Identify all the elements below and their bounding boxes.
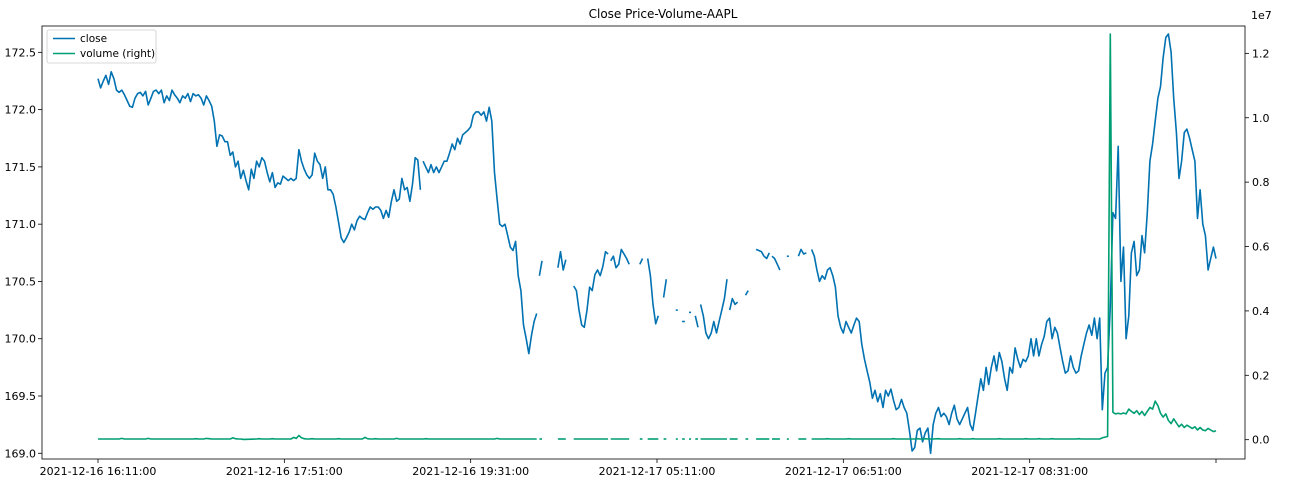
- legend: close volume (right): [46, 29, 157, 64]
- x-tick-label: 2021-12-17 06:51:00: [785, 465, 902, 478]
- series-close-line: [797, 248, 807, 257]
- series-close-line: [646, 258, 660, 325]
- left-y-tick-label: 170.5: [5, 275, 37, 288]
- plot-series: [97, 33, 1217, 455]
- series-close-line: [573, 250, 609, 329]
- left-y-tick-label: 169.0: [5, 447, 37, 460]
- x-tick-label: 2021-12-17 05:11:00: [599, 465, 716, 478]
- x-tick-label: 2021-12-16 16:11:00: [40, 465, 157, 478]
- series-close-line: [694, 315, 699, 328]
- left-y-tick-label: 172.0: [5, 104, 37, 117]
- right-y-tick-label: 0.6: [1252, 241, 1270, 254]
- series-close-line: [744, 290, 749, 296]
- x-tick-label: 2021-12-16 17:51:00: [226, 465, 343, 478]
- right-axis-offset-label: 1e7: [1251, 9, 1272, 22]
- chart-title: Close Price-Volume-AAPL: [589, 7, 738, 21]
- left-y-axis: 169.0 169.5 170.0 170.5 171.0 171.5 172.0 172.5: [5, 46, 42, 460]
- series-close-line: [699, 279, 728, 340]
- series-close-line: [610, 248, 630, 269]
- x-axis: 2021-12-16 16:11:00 2021-12-16 17:51:00 20…: [40, 459, 1217, 478]
- series-close-line: [810, 33, 1217, 455]
- right-y-axis: 0.0 0.2 0.4 0.6 0.8 1.0 1.2: [1245, 47, 1270, 447]
- right-y-tick-label: 1.0: [1252, 112, 1270, 125]
- right-y-tick-label: 0.4: [1252, 305, 1270, 318]
- series-close-line: [728, 297, 739, 311]
- left-y-tick-label: 171.5: [5, 161, 37, 174]
- series-close-line: [422, 106, 538, 355]
- series-close-line: [538, 260, 543, 276]
- left-y-tick-label: 172.5: [5, 46, 37, 59]
- series-volume-line: [98, 434, 537, 441]
- right-y-tick-label: 0.2: [1252, 369, 1270, 382]
- plot-frame: [41, 25, 1246, 460]
- series-close-line: [639, 258, 644, 265]
- left-y-tick-label: 169.5: [5, 390, 37, 403]
- x-tick-label: 2021-12-17 08:31:00: [971, 465, 1088, 478]
- legend-entry-close: close: [80, 33, 107, 45]
- series-close-line: [557, 250, 567, 271]
- legend-entry-volume: volume (right): [80, 48, 155, 60]
- series-close-line: [771, 255, 781, 271]
- left-y-tick-label: 171.0: [5, 218, 37, 231]
- left-y-tick-label: 170.0: [5, 333, 37, 346]
- series-close-line: [97, 71, 422, 244]
- series-close-line: [662, 279, 668, 298]
- right-y-tick-label: 0.0: [1252, 434, 1270, 447]
- x-tick-label: 2021-12-16 19:31:00: [412, 465, 529, 478]
- series-volume-line: [811, 33, 1217, 440]
- series-close-line: [755, 248, 771, 260]
- right-y-tick-label: 1.2: [1252, 47, 1270, 60]
- right-y-tick-label: 0.8: [1252, 176, 1270, 189]
